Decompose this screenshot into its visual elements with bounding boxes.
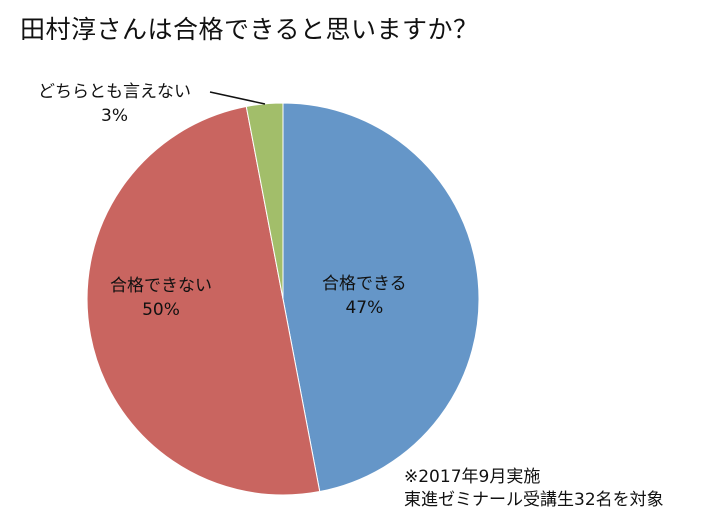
slice-percent: 50% xyxy=(142,300,180,320)
slice-label-neutral: どちらとも言えない 3% xyxy=(38,80,191,128)
slice-label-fail: 合格できない 50% xyxy=(110,274,212,322)
slice-label-text: どちらとも言えない xyxy=(38,82,191,102)
survey-note: ※2017年9月実施 東進ゼミナール受講生32名を対象 xyxy=(404,466,664,512)
slice-label-pass: 合格できる 47% xyxy=(322,272,407,320)
survey-sample: 東進ゼミナール受講生32名を対象 xyxy=(404,490,664,510)
slice-percent: 47% xyxy=(345,298,384,318)
survey-date: ※2017年9月実施 xyxy=(404,467,541,487)
pie-slice xyxy=(282,102,480,493)
chart-title: 田村淳さんは合格できると思いますか？ xyxy=(20,15,479,44)
slice-label-text: 合格できる xyxy=(322,274,407,294)
pie-slice xyxy=(86,105,321,496)
leader-line xyxy=(209,91,266,105)
slice-label-text: 合格できない xyxy=(110,276,212,296)
slice-percent: 3% xyxy=(101,106,128,126)
